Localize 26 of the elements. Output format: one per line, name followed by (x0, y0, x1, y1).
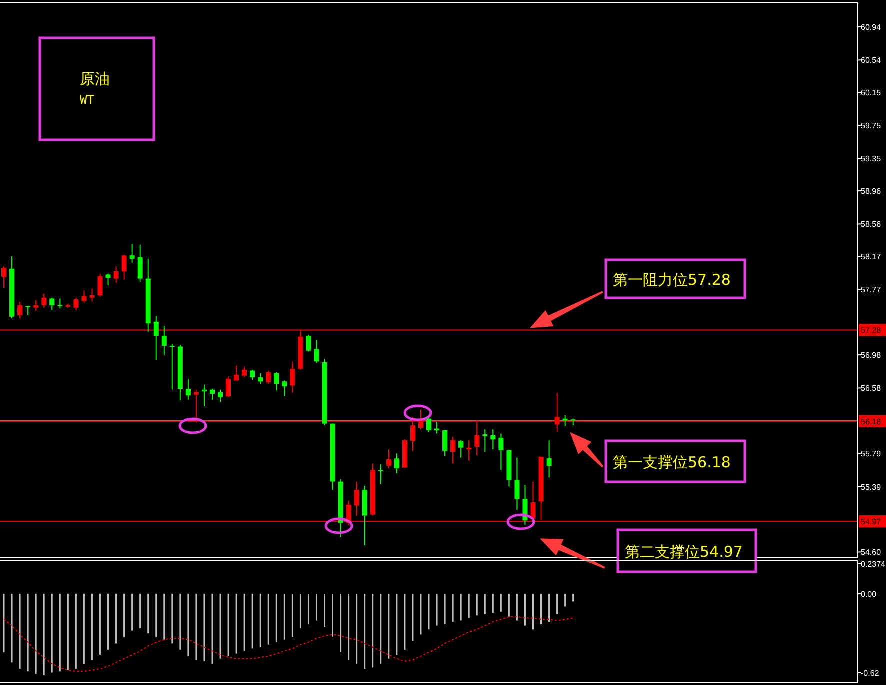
y-tick-label: 60.94 (861, 23, 882, 32)
y-tick-label: 58.96 (861, 187, 882, 196)
y-tick-label: 59.35 (861, 154, 882, 164)
y-tick-label: 58.17 (861, 252, 882, 262)
line-series (4, 616, 574, 672)
annotation: 第一支撑位56.18 (613, 454, 731, 472)
text: WT (80, 93, 94, 107)
annotation: 第二支撑位54.97 (625, 543, 743, 561)
y-tick-label: 56.98 (861, 351, 882, 360)
y-tick-label: 0.2374 (861, 560, 886, 569)
y-tick-label: 57.77 (861, 286, 882, 295)
y-tick-label: 55.79 (861, 450, 882, 459)
y-tick-label: 59.75 (861, 122, 882, 131)
y-tick-label: -0.62 (861, 668, 880, 678)
y-tick-label: 60.54 (861, 56, 882, 66)
y-tick-label: 58.56 (861, 220, 882, 230)
annotation: 第一阻力位57.28 (613, 271, 731, 289)
y-tick-label: 60.15 (861, 88, 882, 98)
y-tick-label: 55.39 (861, 482, 882, 492)
y-tick-label: 0.00 (861, 590, 878, 600)
ref-line-label: 54.97 (861, 518, 882, 527)
ref-line-label: 56.18 (861, 417, 882, 426)
y-tick-label: 56.58 (861, 384, 882, 394)
text: 原油 (80, 70, 110, 88)
ref-line-label: 57.28 (861, 326, 882, 336)
y-tick-label: 54.60 (861, 548, 882, 558)
